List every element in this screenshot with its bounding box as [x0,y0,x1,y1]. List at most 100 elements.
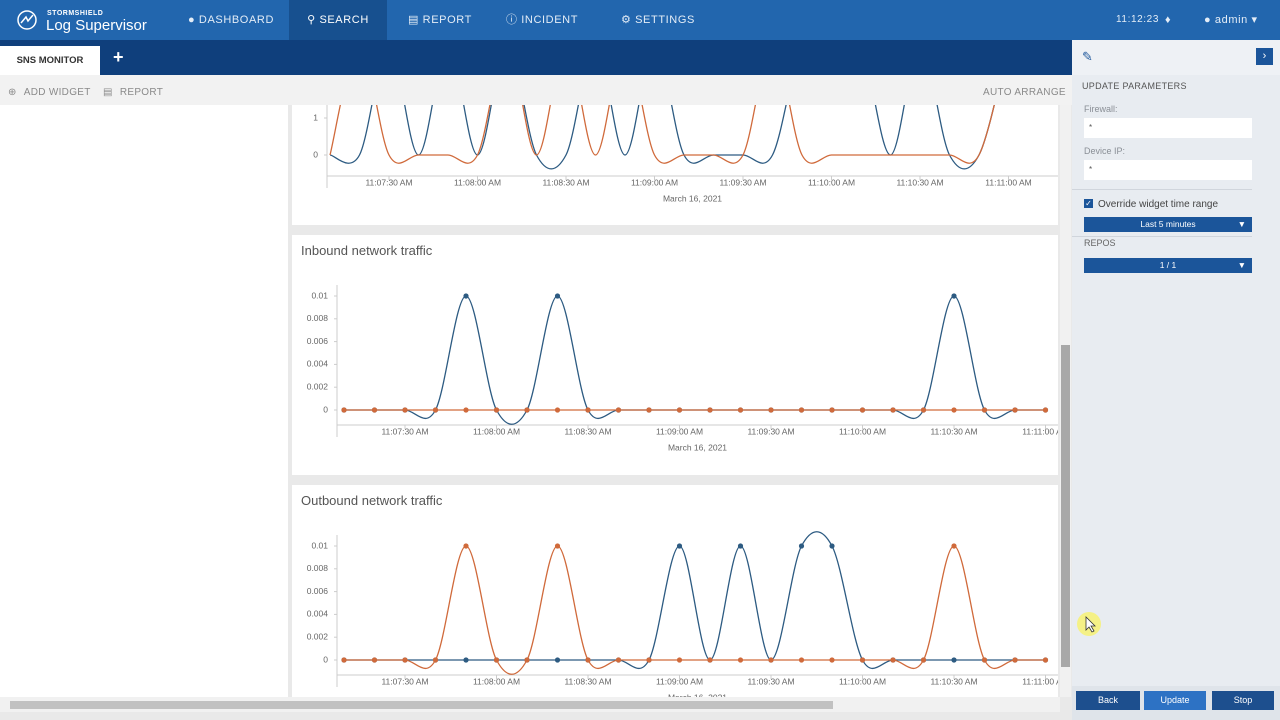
x-axis-label: March 16, 2021 [668,442,727,452]
nav-incident[interactable]: ⓘ INCIDENT [506,14,579,26]
dropdown-value: 1 / 1 [1159,260,1177,270]
point [1042,407,1049,413]
point [493,407,500,413]
label: ADD WIDGET [23,87,91,98]
auto-arrange[interactable]: AUTO ARRANGE [983,87,1066,98]
point [615,657,622,663]
point [554,407,561,413]
x-tick-label: 11:10:30 AM [896,177,943,187]
point [768,657,774,663]
collapse-button[interactable]: › [1256,48,1273,65]
point [890,657,896,663]
series-line [344,531,1046,669]
field-label: Firewall: [1084,104,1118,114]
point [707,407,713,413]
nav-label: SEARCH [319,14,369,26]
y-tick-label: 0 [323,654,328,664]
x-tick-label: 11:09:30 AM [747,426,794,436]
point [1042,657,1049,663]
point [615,407,622,413]
user-name: admin [1214,14,1248,26]
time-range-dropdown[interactable]: Last 5 minutes ▼ [1084,217,1252,232]
nav-label: SETTINGS [635,14,695,26]
bell-icon[interactable]: ♦ [1165,14,1172,26]
edit-icon[interactable]: ✎ [1082,49,1093,64]
point [493,657,500,663]
series-line [329,105,995,170]
y-tick-label: 0.01 [311,540,328,550]
clock: 11:12:23 [1116,14,1159,25]
x-tick-label: 11:08:00 AM [454,177,501,187]
x-tick-label: 11:09:00 AM [656,676,703,686]
chart: 0 1 11:07:30 AM 11:08:00 AM 11:08:30 AM 11:09… [313,105,1058,203]
repos-label: REPOS [1084,238,1116,248]
point [463,407,469,413]
widget: Inbound network traffic 0 0.002 0.004 0.006… [292,235,1058,475]
point [554,543,561,549]
v-scroll-thumb[interactable] [1061,345,1070,667]
user-menu[interactable]: ● admin ▾ [1204,14,1258,26]
brand: STORMSHIELD [47,10,104,17]
widget: 0 1 11:07:30 AM 11:08:00 AM 11:08:30 AM 11:09… [292,105,1058,225]
nav-search[interactable]: ⚲ SEARCH [289,0,387,40]
point [951,543,957,549]
nav-dashboard[interactable]: ● DASHBOARD [188,14,274,26]
x-tick-label: 11:09:30 AM [747,676,794,686]
y-tick-label: 1 [313,112,318,122]
divider [1072,189,1252,190]
point [463,543,469,549]
y-tick-label: 0.004 [307,359,329,369]
x-tick-label: 11:08:30 AM [564,426,611,436]
tab[interactable]: SNS MONITOR [0,46,100,75]
x-tick-label: 11:08:00 AM [473,426,520,436]
report-button[interactable]: ▤ REPORT [103,87,164,98]
point [859,407,866,413]
point [920,657,927,663]
add-widget[interactable]: ⊕ ADD WIDGET [8,87,91,98]
nav-label: DASHBOARD [198,14,274,26]
point [859,657,866,663]
point [463,657,469,663]
x-tick-label: 11:11:00 AM [985,177,1031,187]
point [371,407,378,413]
point [707,657,713,663]
point [371,657,378,663]
tab-bar: SNS MONITOR + [0,40,1072,75]
chart: 0 0.002 0.004 0.006 0.008 0.01 11:07:30 AM 11:0… [307,285,1058,452]
v-scrollbar[interactable] [1060,105,1071,697]
panel-title: UPDATE PARAMETERS [1082,81,1187,91]
x-tick-label: 11:10:30 AM [930,676,977,686]
x-tick-label: 11:09:30 AM [719,177,766,187]
x-tick-label: 11:07:30 AM [365,177,412,187]
x-axis-label: March 16, 2021 [663,193,722,203]
y-tick-label: 0.002 [307,631,329,641]
stop-button[interactable]: Stop [1212,691,1274,710]
point [829,543,835,549]
point [951,407,957,413]
widget-title: Outbound network traffic [301,493,443,508]
h-scroll-thumb[interactable] [10,701,833,709]
point [737,407,744,413]
y-tick-label: 0 [323,404,328,414]
h-scrollbar[interactable] [0,697,1060,712]
y-tick-label: 0.008 [307,563,329,573]
point [1012,407,1018,413]
point [554,293,561,299]
device-input[interactable]: * [1084,160,1252,180]
point [524,407,530,413]
dropdown-value: Last 5 minutes [1140,219,1196,229]
point [585,657,591,663]
update-button[interactable]: Update [1144,691,1206,710]
back-button[interactable]: Back [1076,691,1140,710]
checkbox[interactable]: ✓ [1084,199,1093,208]
nav-report[interactable]: ▤ REPORT [408,14,472,26]
top-nav: STORMSHIELD Log Supervisor ● DASHBOARD ⚲… [0,0,1280,40]
nav-label: REPORT [422,14,472,26]
point [341,407,347,413]
series-line [329,105,995,164]
firewall-input[interactable]: * [1084,118,1252,138]
repos-dropdown[interactable]: 1 / 1 ▼ [1084,258,1252,273]
nav-settings[interactable]: ⚙ SETTINGS [621,14,695,26]
add-tab[interactable]: + [113,47,124,67]
